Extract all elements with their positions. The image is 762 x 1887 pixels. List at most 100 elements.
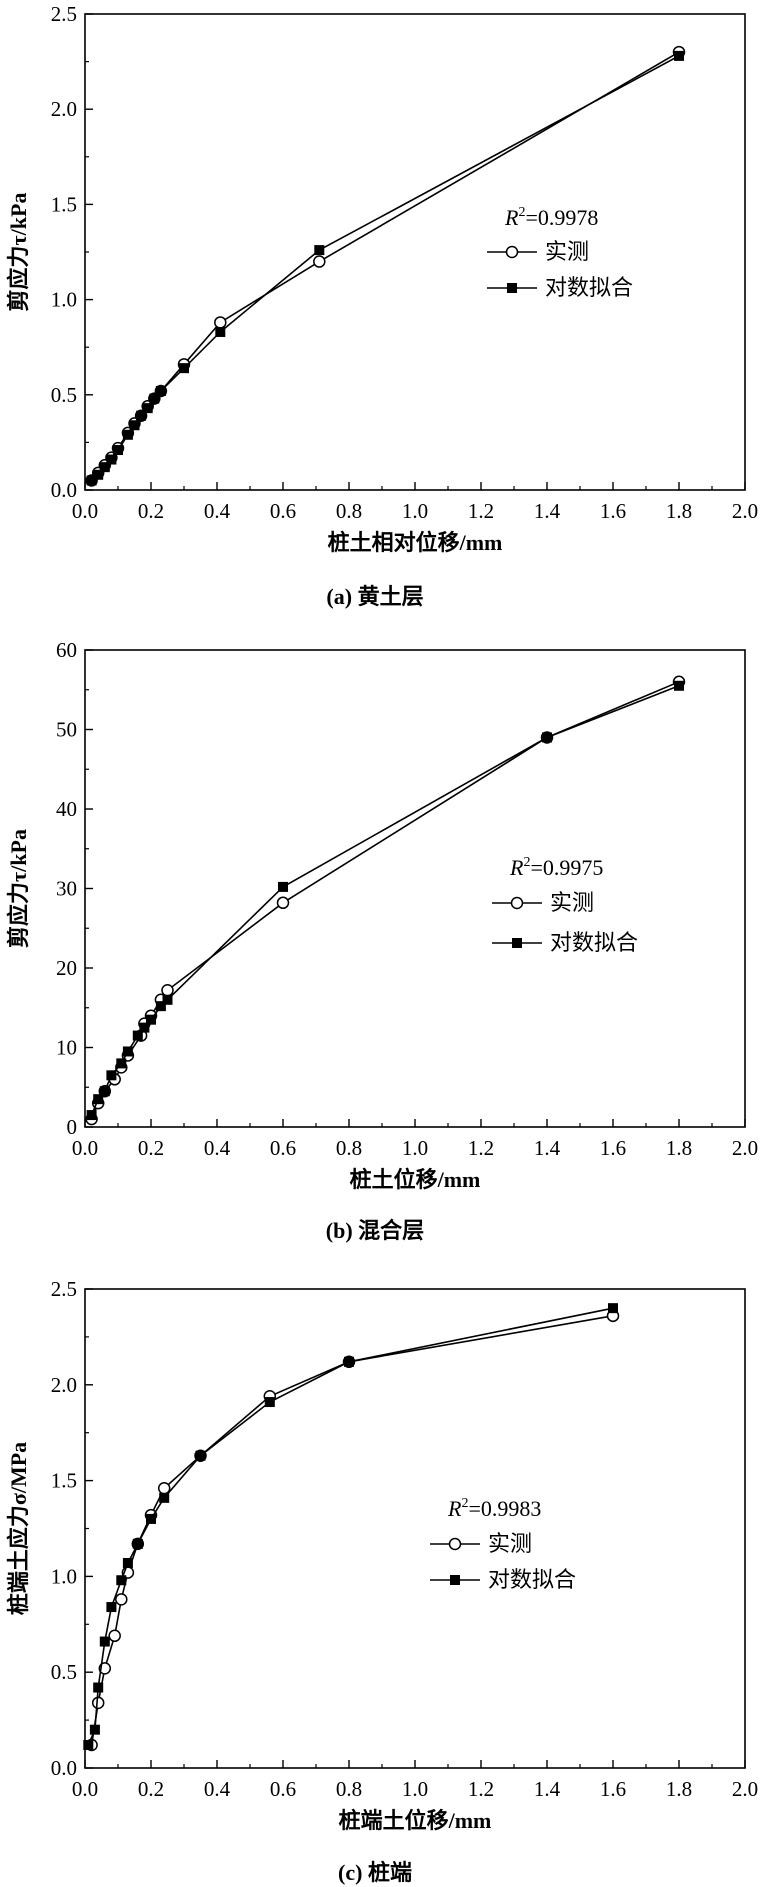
x-tick-label: 1.4: [534, 1777, 561, 1801]
y-tick-label: 0.5: [51, 1660, 77, 1684]
data-point-square: [674, 680, 684, 691]
data-point-square: [122, 1557, 133, 1568]
y-tick-label: 2.0: [51, 1373, 77, 1397]
data-point-circle: [161, 984, 174, 997]
data-point-square: [129, 420, 140, 431]
data-point-square: [116, 1058, 127, 1069]
data-point-square: [195, 1450, 206, 1461]
x-tick-label: 1.6: [600, 1136, 626, 1160]
r-superscript: 2: [461, 1496, 468, 1511]
y-tick-label: 0: [67, 1115, 78, 1139]
data-point-circle: [157, 1482, 171, 1495]
legend-marker-circle: [505, 245, 519, 259]
data-point-square: [106, 1602, 117, 1613]
chart-panel-3: 0.0 0.2 0.4 0.6 0.8 1.0 1.2 1.4 1.6 1.8 2.0 0.0 0.5 1…: [6, 1277, 758, 1885]
r-value: =0.9978: [525, 205, 598, 230]
data-point-circle: [276, 896, 290, 910]
y-axis-title: 桩端土应力σ/MPa: [6, 1442, 31, 1615]
x-tick-label: 1.8: [666, 1777, 692, 1801]
data-point-square: [122, 429, 133, 440]
legend-label-measured: 实测: [488, 1531, 532, 1556]
data-point-square: [106, 1070, 117, 1081]
data-point-square: [344, 1356, 354, 1367]
r-label: R: [447, 1496, 462, 1521]
y-tick-label: 1.5: [51, 1469, 77, 1493]
x-tick-label: 0.2: [138, 1777, 164, 1801]
y-axis-title: 剪应力τ/kPa: [6, 829, 31, 948]
y-tick-label: 20: [56, 956, 77, 980]
y-tick-label: 0.5: [51, 383, 77, 407]
legend-marker-circle: [448, 1537, 462, 1551]
x-tick-label: 0.0: [72, 499, 98, 523]
y-tick-label: 1.5: [51, 192, 77, 216]
x-tick-label: 1.8: [666, 1136, 692, 1160]
series-line: [90, 51, 680, 482]
data-point-square: [179, 363, 189, 374]
y-tick-label: 1.0: [51, 1564, 77, 1588]
r-squared-annotation: R2=0.9975: [509, 855, 603, 880]
x-tick-label: 0.2: [138, 499, 164, 523]
x-tick-label: 0.6: [270, 499, 296, 523]
x-tick-label: 1.0: [402, 499, 428, 523]
data-point-square: [215, 326, 226, 337]
legend-label-fit: 对数拟合: [545, 275, 633, 300]
data-point-square: [155, 385, 166, 396]
data-point-circle: [313, 255, 326, 268]
data-point-square: [608, 1303, 618, 1314]
x-tick-label: 2.0: [732, 1777, 758, 1801]
x-axis-title: 桩土位移/mm: [350, 1167, 481, 1192]
data-point-square: [142, 403, 153, 414]
x-tick-label: 0.0: [72, 1136, 98, 1160]
chart-panel-1: 0.0 0.2 0.4 0.6 0.8 1.0 1.2 1.4 1.6 1.8 2.0 0.0 0.5 1…: [6, 2, 758, 609]
panel-caption: (b) 混合层: [326, 1218, 424, 1243]
data-point-square: [314, 245, 325, 256]
series-line: [87, 1307, 614, 1746]
x-tick-label: 0.4: [204, 1136, 231, 1160]
data-point-square: [89, 1724, 100, 1735]
y-tick-label: 2.0: [51, 97, 77, 121]
x-tick-label: 1.2: [468, 1777, 494, 1801]
x-tick-label: 1.8: [666, 499, 692, 523]
legend-marker-square: [507, 283, 517, 293]
data-point-square: [146, 1513, 156, 1524]
series-line: [91, 55, 680, 482]
data-point-square: [155, 1001, 166, 1012]
y-tick-label: 2.5: [51, 1277, 77, 1301]
x-tick-label: 0.8: [336, 1777, 362, 1801]
data-point-square: [93, 1682, 104, 1693]
series-measured: [85, 45, 686, 487]
x-axis-title: 桩土相对位移/mm: [328, 530, 503, 555]
data-point-square: [83, 1740, 94, 1751]
r-label: R: [504, 205, 519, 230]
y-tick-label: 60: [56, 638, 77, 662]
data-point-circle: [214, 316, 227, 329]
plot-frame: [84, 649, 746, 1128]
data-point-square: [86, 1110, 97, 1121]
data-point-square: [542, 732, 552, 743]
x-tick-label: 0.8: [336, 1136, 362, 1160]
x-tick-label: 1.2: [468, 499, 494, 523]
data-point-square: [122, 1046, 133, 1057]
series-log-fit: [86, 50, 684, 486]
data-point-square: [674, 50, 684, 61]
data-point-square: [159, 1492, 170, 1503]
series-measured: [85, 675, 686, 1126]
series-measured: [85, 1309, 620, 1752]
data-point-circle: [115, 1593, 128, 1606]
x-tick-label: 1.2: [468, 1136, 494, 1160]
plot-frame: [84, 1288, 746, 1769]
data-point-square: [132, 1030, 143, 1041]
legend-marker-circle: [510, 896, 524, 910]
y-tick-label: 1.0: [51, 288, 77, 312]
legend-label-fit: 对数拟合: [550, 930, 638, 955]
y-tick-label: 0.0: [51, 478, 77, 502]
legend-label-fit: 对数拟合: [488, 1567, 576, 1592]
y-tick-label: 30: [56, 877, 77, 901]
x-tick-label: 0.4: [204, 1777, 231, 1801]
y-axis-title: 剪应力τ/kPa: [6, 193, 31, 312]
x-tick-label: 1.6: [600, 1777, 626, 1801]
data-point-square: [116, 1575, 127, 1586]
data-point-square: [132, 1538, 143, 1549]
